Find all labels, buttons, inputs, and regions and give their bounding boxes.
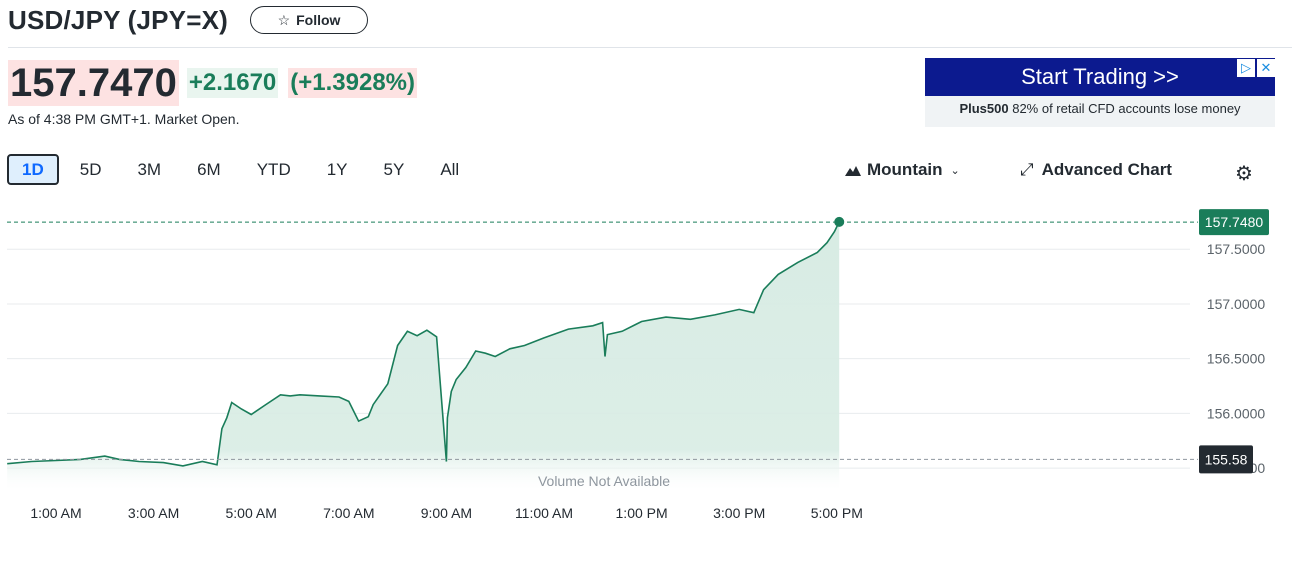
range-tab-6m[interactable]: 6M	[197, 159, 221, 179]
expand-icon: ⤢	[1020, 160, 1034, 179]
page-title: USD/JPY (JPY=X)	[8, 4, 229, 35]
range-tab-ytd[interactable]: YTD	[256, 159, 291, 179]
price-line	[7, 221, 840, 467]
last-point-marker	[834, 216, 845, 227]
mountain-icon	[845, 166, 861, 176]
x-tick-label: 9:00 AM	[421, 505, 472, 521]
y-tick-label: 157.0000	[1207, 296, 1266, 312]
y-tick-label: 157.5000	[1207, 241, 1266, 257]
range-tab-all[interactable]: All	[440, 159, 460, 179]
ad-banner[interactable]: Start Trading >> ▷ ✕ Plus500 82% of reta…	[925, 58, 1275, 127]
range-tab-5d[interactable]: 5D	[79, 159, 102, 179]
volume-note: Volume Not Available	[538, 473, 670, 489]
x-tick-label: 3:00 AM	[128, 505, 179, 521]
current-price-badge-label: 157.7480	[1205, 214, 1264, 230]
previous-close-badge-label: 155.58	[1205, 451, 1248, 467]
chart-svg: 157.7480155.5000156.0000156.5000157.0000…	[7, 209, 1269, 521]
advanced-chart-button[interactable]: ⤢ Advanced Chart	[1020, 160, 1172, 180]
x-tick-label: 1:00 PM	[616, 505, 668, 521]
price-area	[7, 221, 840, 490]
previous-close-badge	[1199, 445, 1253, 474]
current-price-badge	[1199, 209, 1269, 236]
y-tick-label: 156.0000	[1207, 405, 1266, 421]
range-tab-3m[interactable]: 3M	[137, 159, 162, 179]
range-tab-1y[interactable]: 1Y	[326, 159, 348, 179]
x-tick-label: 5:00 PM	[811, 505, 863, 521]
header-divider	[8, 47, 1292, 48]
gear-icon[interactable]: ⚙	[1235, 163, 1253, 185]
x-tick-label: 1:00 AM	[30, 505, 81, 521]
chart-type-select[interactable]: Mountain ⌄	[845, 160, 960, 180]
advanced-chart-label: Advanced Chart	[1041, 160, 1172, 179]
y-tick-label: 156.5000	[1207, 351, 1266, 367]
follow-label: Follow	[296, 12, 341, 28]
range-tabs: 1D 5D 3M 6M YTD 1Y 5Y All	[7, 154, 480, 185]
price-change: +2.1670	[186, 68, 279, 98]
x-tick-label: 3:00 PM	[713, 505, 765, 521]
ad-brand: Plus500	[959, 101, 1009, 116]
ad-choices-icon[interactable]: ▷	[1237, 59, 1255, 77]
price-row: 157.7470 +2.1670 (+1.3928%)	[8, 60, 418, 106]
chevron-down-icon: ⌄	[950, 164, 960, 177]
range-tab-1d[interactable]: 1D	[7, 154, 59, 185]
price-chart[interactable]: 157.7480155.5000156.0000156.5000157.0000…	[0, 200, 1300, 530]
price-change-percent: (+1.3928%)	[288, 68, 418, 98]
close-icon[interactable]: ✕	[1257, 59, 1275, 77]
current-price: 157.7470	[8, 60, 179, 106]
x-tick-label: 5:00 AM	[226, 505, 277, 521]
ad-disclaimer: Plus500 82% of retail CFD accounts lose …	[925, 101, 1275, 116]
start-trading-button[interactable]: Start Trading >>	[925, 58, 1275, 96]
quote-header: USD/JPY (JPY=X) ☆ Follow	[8, 4, 369, 36]
ad-note-text: 82% of retail CFD accounts lose money	[1012, 101, 1241, 116]
x-tick-label: 7:00 AM	[323, 505, 374, 521]
market-status: As of 4:38 PM GMT+1. Market Open.	[8, 111, 240, 127]
follow-button[interactable]: ☆ Follow	[250, 6, 369, 34]
x-tick-label: 11:00 AM	[515, 505, 573, 521]
star-icon: ☆	[277, 11, 291, 28]
chart-type-label: Mountain	[867, 160, 943, 179]
ad-icons: ▷ ✕	[1235, 59, 1275, 77]
range-tab-5y[interactable]: 5Y	[383, 159, 405, 179]
